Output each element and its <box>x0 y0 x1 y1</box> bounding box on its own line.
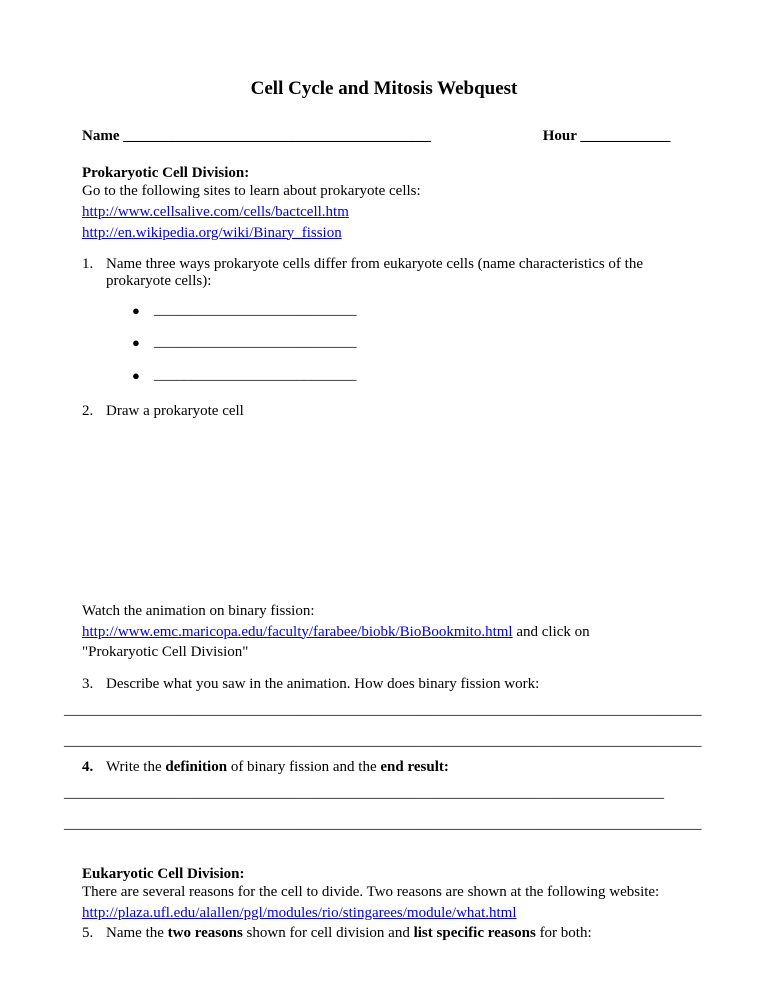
answer-line: ________________________________________… <box>64 703 696 718</box>
q4-number: 4. <box>82 759 106 776</box>
bullet-icon: ● <box>132 334 154 352</box>
link-ufl-plaza[interactable]: http://plaza.ufl.edu/alallen/pgl/modules… <box>82 905 517 921</box>
answer-line: ________________________________________… <box>64 734 696 749</box>
q4-mid: of binary fission and the <box>227 759 380 775</box>
blank-line: ___________________________ <box>154 367 357 384</box>
link-maricopa[interactable]: http://www.emc.maricopa.edu/faculty/fara… <box>82 624 513 640</box>
q2-text: Draw a prokaryote cell <box>106 403 686 420</box>
section2-afterlink: and click on <box>513 624 590 640</box>
name-hour-row: Name ___________________________________… <box>82 128 686 145</box>
q5-number: 5. <box>82 925 106 942</box>
bullet-icon: ● <box>132 367 154 385</box>
worksheet-page: Cell Cycle and Mitosis Webquest Name ___… <box>0 0 768 984</box>
answer-line: ________________________________________… <box>64 786 686 801</box>
question-1: 1. Name three ways prokaryote cells diff… <box>82 256 686 399</box>
section1-intro: Go to the following sites to learn about… <box>82 182 686 201</box>
q5-post: for both: <box>536 925 592 941</box>
section-eukaryotic: Eukaryotic Cell Division: There are seve… <box>82 866 686 923</box>
q1-number: 1. <box>82 256 106 399</box>
q5-pre: Name the <box>106 925 168 941</box>
q1-bullets: ● ___________________________ ● ________… <box>106 302 686 385</box>
q4-bold1: definition <box>165 759 227 775</box>
section-heading-prokaryotic: Prokaryotic Cell Division: <box>82 165 686 182</box>
drawing-space <box>82 422 686 602</box>
page-title: Cell Cycle and Mitosis Webquest <box>82 78 686 100</box>
q3-number: 3. <box>82 676 106 693</box>
q1-text-line1: Name three ways prokaryote cells differ … <box>106 256 686 273</box>
section2-intro-a: Watch the animation on binary fission: <box>82 602 686 621</box>
bullet-icon: ● <box>132 302 154 320</box>
question-4: 4. Write the definition of binary fissio… <box>82 759 686 776</box>
q2-number: 2. <box>82 403 106 420</box>
name-blank: ________________________________________… <box>123 128 431 144</box>
list-item: ● ___________________________ <box>132 334 686 352</box>
q5-bold2: list specific reasons <box>414 925 536 941</box>
q1-text-line2: prokaryote cells): <box>106 273 686 290</box>
link-cellsalive[interactable]: http://www.cellsalive.com/cells/bactcell… <box>82 204 349 220</box>
section3-intro: There are several reasons for the cell t… <box>82 883 686 902</box>
q3-text: Describe what you saw in the animation. … <box>106 676 686 693</box>
q4-bold2: end result: <box>380 759 448 775</box>
hour-label: Hour <box>543 128 577 144</box>
blank-line: ___________________________ <box>154 302 357 319</box>
q4-pre: Write the <box>106 759 165 775</box>
section-prokaryotic: Prokaryotic Cell Division: Go to the fol… <box>82 165 686 242</box>
hour-field: Hour ____________ <box>543 128 671 145</box>
name-field: Name ___________________________________… <box>82 128 431 145</box>
section-heading-eukaryotic: Eukaryotic Cell Division: <box>82 866 686 883</box>
question-5: 5. Name the two reasons shown for cell d… <box>82 925 686 942</box>
name-label: Name <box>82 128 120 144</box>
link-wikipedia-binary-fission[interactable]: http://en.wikipedia.org/wiki/Binary_fiss… <box>82 225 342 241</box>
answer-line: ________________________________________… <box>64 817 696 832</box>
q5-bold1: two reasons <box>168 925 243 941</box>
list-item: ● ___________________________ <box>132 302 686 320</box>
question-2: 2. Draw a prokaryote cell <box>82 403 686 420</box>
blank-line: ___________________________ <box>154 334 357 351</box>
section-animation: Watch the animation on binary fission: h… <box>82 602 686 662</box>
hour-blank: ____________ <box>580 128 670 144</box>
question-3: 3. Describe what you saw in the animatio… <box>82 676 686 693</box>
section2-intro-b: "Prokaryotic Cell Division" <box>82 643 686 662</box>
list-item: ● ___________________________ <box>132 367 686 385</box>
q5-mid: shown for cell division and <box>243 925 414 941</box>
